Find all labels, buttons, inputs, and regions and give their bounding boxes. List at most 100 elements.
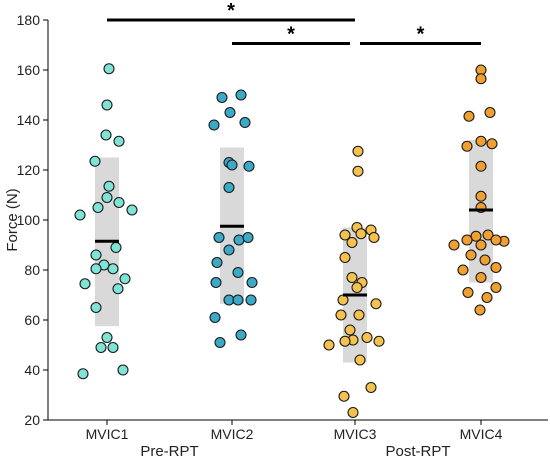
point-mvic2-3 <box>239 116 251 129</box>
point-mvic3-21 <box>339 335 351 347</box>
point-mvic2-6 <box>226 159 238 171</box>
group-label-0: Pre-RPT <box>140 443 198 460</box>
point-mvic3-14 <box>335 309 347 321</box>
y-tick-label-100: 100 <box>17 212 41 228</box>
sig-star-0: * <box>227 0 235 22</box>
y-tick-label-180: 180 <box>17 12 41 28</box>
point-mvic1-3 <box>113 135 125 147</box>
point-mvic2-13 <box>211 256 223 269</box>
point-mvic1-10 <box>74 209 86 221</box>
point-mvic3-25 <box>347 406 359 419</box>
point-mvic3-22 <box>354 354 366 366</box>
point-mvic1-21 <box>95 341 107 354</box>
point-mvic1-9 <box>126 204 138 216</box>
point-mvic2-4 <box>208 119 220 131</box>
point-mvic3-6 <box>368 231 380 244</box>
point-mvic4-19 <box>457 264 469 276</box>
data-points <box>74 63 510 419</box>
point-mvic4-11 <box>482 229 494 241</box>
point-mvic3-13 <box>370 298 382 310</box>
point-mvic1-24 <box>77 368 89 380</box>
y-tick-label-160: 160 <box>17 62 41 78</box>
point-mvic1-17 <box>79 278 91 290</box>
sig-star-2: * <box>417 24 425 46</box>
point-mvic1-20 <box>101 331 113 344</box>
point-mvic1-7 <box>113 196 125 209</box>
y-axis-label: Force (N) <box>4 188 21 251</box>
point-mvic4-18 <box>479 254 491 266</box>
point-mvic3-17 <box>361 331 373 344</box>
y-tick-label-20: 20 <box>24 412 40 428</box>
point-mvic3-5 <box>339 229 351 241</box>
point-mvic2-19 <box>245 294 257 306</box>
point-mvic2-12 <box>223 244 235 256</box>
point-mvic3-23 <box>365 381 377 394</box>
point-mvic1-15 <box>107 263 119 275</box>
point-mvic1-0 <box>103 63 115 75</box>
x-tick-label-mvic4: MVIC4 <box>460 426 503 442</box>
point-mvic2-20 <box>209 311 221 324</box>
point-mvic2-10 <box>233 234 245 246</box>
group-labels: Pre-RPT Post-RPT <box>140 443 450 460</box>
point-mvic4-16 <box>475 239 487 251</box>
point-mvic1-5 <box>103 180 115 192</box>
point-mvic4-21 <box>475 271 487 284</box>
point-mvic3-9 <box>346 271 358 284</box>
point-mvic2-7 <box>243 160 255 172</box>
y-tick-label-40: 40 <box>24 362 40 378</box>
point-mvic4-17 <box>465 249 477 261</box>
x-tick-label-mvic2: MVIC2 <box>211 426 254 442</box>
point-mvic2-11 <box>242 231 254 244</box>
y-tick-label-80: 80 <box>24 262 40 278</box>
point-mvic3-3 <box>355 228 367 240</box>
point-mvic4-15 <box>490 234 502 246</box>
point-mvic3-19 <box>373 335 385 347</box>
point-mvic3-7 <box>346 236 358 249</box>
point-mvic1-19 <box>90 301 102 314</box>
point-mvic4-1 <box>475 73 487 85</box>
sd-bars <box>95 140 493 363</box>
point-mvic4-5 <box>461 140 473 152</box>
y-ticks: 20 40 60 80 100 120 140 160 180 <box>17 12 48 428</box>
point-mvic4-7 <box>475 160 487 172</box>
point-mvic2-15 <box>210 276 222 289</box>
point-mvic1-2 <box>100 129 112 141</box>
point-mvic1-6 <box>101 191 113 204</box>
point-mvic4-6 <box>486 138 498 150</box>
significance-brackets: * * * <box>107 0 481 46</box>
point-mvic2-16 <box>246 276 258 289</box>
point-mvic4-2 <box>463 110 475 122</box>
point-mvic4-24 <box>481 291 493 304</box>
point-mvic4-14 <box>448 239 460 251</box>
point-mvic4-12 <box>461 234 473 246</box>
x-tick-labels: MVIC1 MVIC2 MVIC3 MVIC4 <box>86 420 503 442</box>
point-mvic1-16 <box>119 273 131 285</box>
point-mvic2-18 <box>232 294 244 306</box>
point-mvic3-20 <box>323 339 335 351</box>
point-mvic4-8 <box>475 190 487 202</box>
y-tick-label-60: 60 <box>24 312 40 328</box>
y-tick-label-120: 120 <box>17 162 41 178</box>
point-mvic4-4 <box>475 135 487 147</box>
point-mvic3-0 <box>352 145 364 157</box>
x-tick-label-mvic3: MVIC3 <box>334 426 377 442</box>
point-mvic4-22 <box>462 286 474 299</box>
point-mvic3-8 <box>339 251 351 264</box>
point-mvic4-3 <box>484 106 496 119</box>
point-mvic2-21 <box>235 329 247 341</box>
point-mvic1-4 <box>89 155 101 167</box>
point-mvic1-8 <box>92 201 104 214</box>
point-mvic2-22 <box>214 336 226 349</box>
point-mvic3-15 <box>353 309 365 321</box>
point-mvic2-14 <box>232 266 244 279</box>
point-mvic1-12 <box>90 249 102 261</box>
point-mvic2-1 <box>235 89 247 101</box>
point-mvic1-18 <box>112 283 124 295</box>
point-mvic3-1 <box>352 165 364 177</box>
point-mvic1-23 <box>117 364 129 376</box>
point-mvic1-22 <box>107 341 119 354</box>
sig-star-1: * <box>287 24 295 46</box>
point-mvic2-0 <box>216 91 228 104</box>
point-mvic3-11 <box>351 281 363 294</box>
